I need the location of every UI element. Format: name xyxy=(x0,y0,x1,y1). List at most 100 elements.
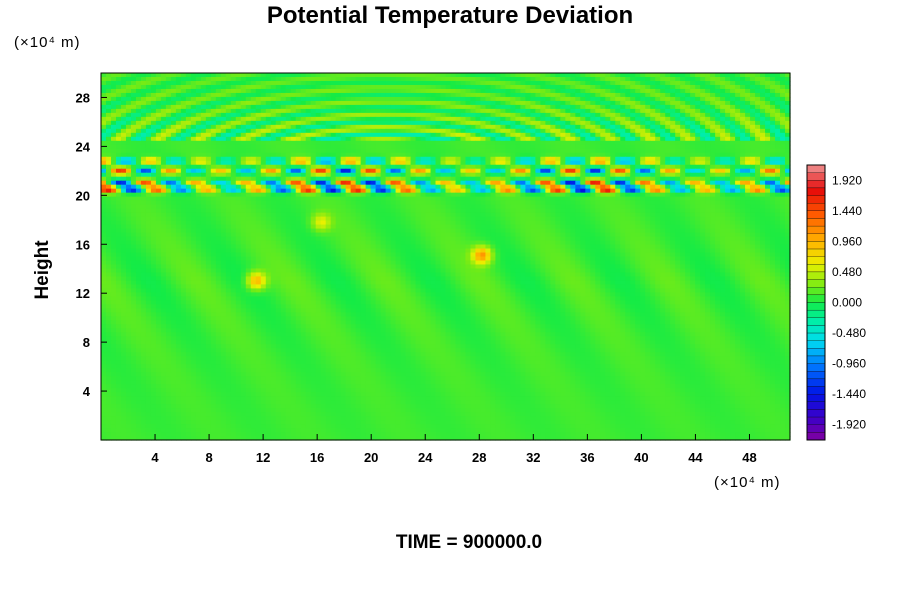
heatmap-cell xyxy=(325,108,332,114)
heatmap-cell xyxy=(585,144,591,150)
heatmap-cell xyxy=(765,140,771,146)
heatmap-cell xyxy=(505,204,511,210)
heatmap-cell xyxy=(710,212,716,218)
heatmap-cell xyxy=(255,152,262,158)
heatmap-cell xyxy=(510,196,516,202)
heatmap-cell xyxy=(710,152,716,158)
heatmap-cell xyxy=(270,108,277,114)
heatmap-cell xyxy=(400,192,407,198)
heatmap-cell xyxy=(400,80,407,86)
heatmap-cell xyxy=(265,92,272,98)
heatmap-cell xyxy=(500,168,507,174)
heatmap-cell xyxy=(725,124,731,130)
heatmap-cell xyxy=(565,120,571,126)
heatmap-cell xyxy=(250,208,257,214)
heatmap-cell xyxy=(705,196,711,202)
heatmap-cell xyxy=(730,96,736,102)
heatmap-cell xyxy=(460,84,467,90)
heatmap-cell xyxy=(320,176,327,182)
heatmap-cell xyxy=(710,104,716,110)
heatmap-cell xyxy=(180,200,187,206)
heatmap-cell xyxy=(275,128,282,134)
heatmap-cell xyxy=(430,132,437,138)
heatmap-cell xyxy=(525,172,531,178)
heatmap-cell xyxy=(770,204,776,210)
heatmap-cell xyxy=(285,76,292,82)
heatmap-cell xyxy=(405,168,412,174)
heatmap-cell xyxy=(765,124,771,130)
heatmap-cell xyxy=(775,180,781,186)
heatmap-cell xyxy=(645,128,651,134)
heatmap-cell xyxy=(175,152,182,158)
heatmap-cell xyxy=(245,73,252,78)
heatmap-cell xyxy=(600,208,606,214)
heatmap-cell xyxy=(595,204,601,210)
heatmap-cell xyxy=(720,192,726,198)
heatmap-cell xyxy=(225,73,232,78)
heatmap-cell xyxy=(400,144,407,150)
heatmap-cell xyxy=(650,132,656,138)
heatmap-cell xyxy=(645,144,651,150)
heatmap-cell xyxy=(250,192,257,198)
heatmap-cell xyxy=(405,140,412,146)
heatmap-cell xyxy=(665,136,671,142)
heatmap-cell xyxy=(280,116,287,122)
heatmap-cell xyxy=(375,116,382,122)
heatmap-cell xyxy=(220,132,227,138)
heatmap-cell xyxy=(780,140,786,146)
heatmap-cell xyxy=(645,160,651,166)
heatmap-cell xyxy=(225,128,232,134)
heatmap-cell xyxy=(600,80,606,86)
heatmap-cell xyxy=(695,148,701,154)
heatmap-cell xyxy=(640,144,646,150)
heatmap-cell xyxy=(235,188,242,194)
heatmap-cell xyxy=(620,136,626,142)
heatmap-cell xyxy=(101,204,107,210)
heatmap-cell xyxy=(785,148,791,154)
heatmap-cell xyxy=(500,84,507,90)
heatmap-cell xyxy=(550,204,556,210)
heatmap-cell xyxy=(295,168,302,174)
heatmap-cell xyxy=(115,92,122,98)
heatmap-cell xyxy=(295,200,302,206)
heatmap-cell xyxy=(180,196,187,202)
heatmap-cell xyxy=(590,176,596,182)
heatmap-cell xyxy=(570,160,576,166)
heatmap-cell xyxy=(675,156,681,162)
heatmap-cell xyxy=(405,180,412,186)
heatmap-cell xyxy=(450,92,457,98)
heatmap-cell xyxy=(590,136,596,142)
heatmap-cell xyxy=(440,196,447,202)
heatmap-cell xyxy=(665,76,671,82)
heatmap-cell xyxy=(765,84,771,90)
heatmap-cell xyxy=(275,180,282,186)
heatmap-cell xyxy=(150,176,157,182)
heatmap-cell xyxy=(370,196,377,202)
heatmap-cell xyxy=(270,212,277,218)
heatmap-cell xyxy=(350,168,357,174)
heatmap-cell xyxy=(680,156,686,162)
heatmap-cell xyxy=(600,160,606,166)
heatmap-cell xyxy=(740,92,746,98)
heatmap-cell xyxy=(730,156,736,162)
heatmap-cell xyxy=(725,73,731,78)
heatmap-cell xyxy=(695,88,701,94)
heatmap-cell xyxy=(670,180,676,186)
heatmap-cell xyxy=(620,168,626,174)
heatmap-cell xyxy=(250,92,257,98)
heatmap-cell xyxy=(270,136,277,142)
heatmap-cell xyxy=(200,164,207,170)
heatmap-cell xyxy=(425,188,432,194)
heatmap-cell xyxy=(710,84,716,90)
heatmap-cell xyxy=(455,156,462,162)
heatmap-cell xyxy=(195,88,202,94)
heatmap-cell xyxy=(360,104,367,110)
heatmap-cell xyxy=(715,73,721,78)
heatmap-cell xyxy=(580,196,586,202)
heatmap-cell xyxy=(420,120,427,126)
heatmap-cell xyxy=(305,120,312,126)
heatmap-cell xyxy=(105,84,112,90)
heatmap-cell xyxy=(565,172,571,178)
heatmap-cell xyxy=(715,156,721,162)
heatmap-cell xyxy=(640,100,646,106)
